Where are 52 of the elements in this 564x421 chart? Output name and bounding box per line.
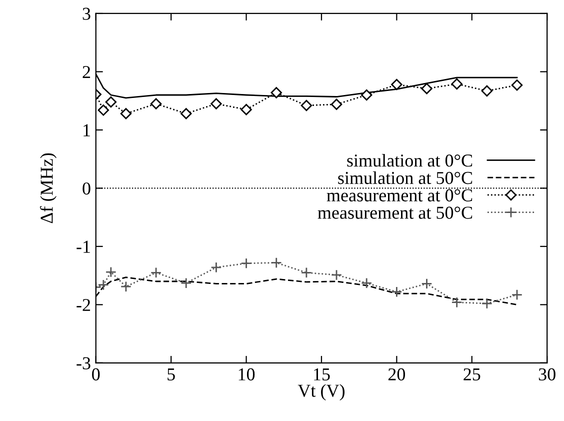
x-tick-label: 15 (314, 368, 330, 380)
y-tick-label: 2 (82, 66, 90, 78)
point (105, 96, 117, 108)
point (481, 298, 492, 310)
point (330, 98, 342, 110)
y-tick-label: 3 (82, 8, 90, 20)
legend-label: simulation at 0°C (347, 154, 472, 167)
point (120, 281, 132, 292)
point (120, 108, 132, 120)
y-tick-label: -1 (76, 240, 90, 253)
point (481, 85, 493, 97)
point (98, 104, 110, 116)
x-tick-label: 0 (92, 368, 100, 380)
legend-label: measurement at 0°C (326, 189, 472, 202)
y-tick-label: -2 (76, 298, 90, 311)
legend-label: measurement at 50°C (318, 206, 472, 219)
x-tick-label: 20 (388, 368, 406, 380)
point (451, 296, 462, 308)
point (391, 78, 402, 90)
point (511, 80, 523, 91)
point (270, 257, 282, 268)
x-tick-label: 25 (464, 368, 480, 380)
y-tick-label: 1 (84, 124, 90, 136)
point (511, 289, 523, 300)
point (150, 98, 162, 110)
point (360, 89, 372, 101)
point (105, 266, 116, 278)
point (210, 262, 222, 273)
point (210, 98, 222, 110)
point (180, 108, 192, 120)
point (300, 267, 312, 278)
y-tick-label: -3 (76, 357, 90, 370)
point (98, 279, 109, 290)
point (300, 100, 312, 112)
point (240, 104, 252, 116)
point (451, 78, 462, 90)
point (421, 82, 432, 94)
point (270, 87, 282, 98)
point (391, 286, 402, 298)
x-axis-title: Vt (V) (298, 384, 345, 401)
x-tick-label: 10 (238, 368, 255, 380)
point (180, 278, 192, 289)
point (150, 267, 162, 278)
point (361, 278, 372, 289)
legend-label: simulation at 50°C (338, 171, 472, 184)
y-axis-title: Δf (MHz) (40, 153, 57, 224)
x-tick-label: 5 (168, 368, 175, 380)
x-tick-label: 30 (538, 368, 556, 380)
point (330, 269, 342, 281)
point (240, 258, 252, 269)
point (421, 278, 432, 290)
y-tick-label: 0 (82, 182, 90, 195)
